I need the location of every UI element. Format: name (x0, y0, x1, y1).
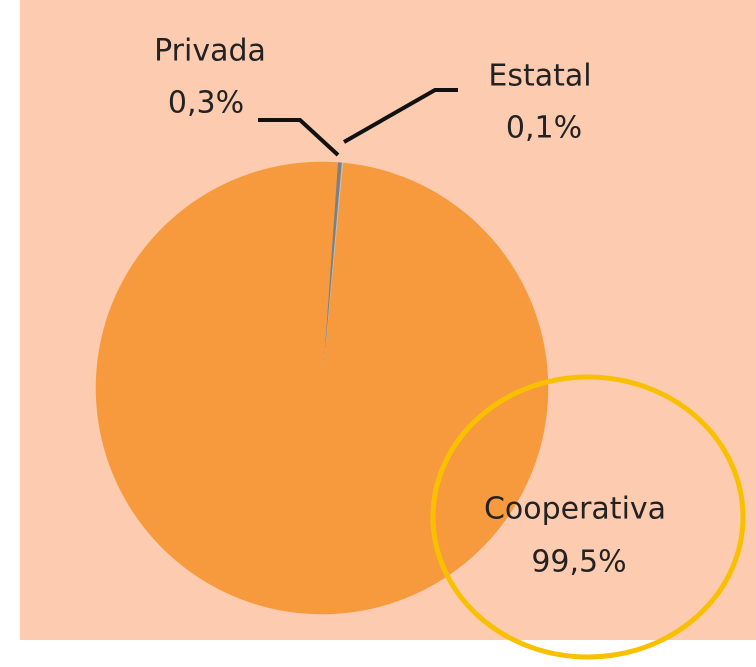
leader-line (258, 118, 340, 157)
leader-line (343, 88, 458, 144)
value-label: 0,3% (168, 86, 244, 121)
category-label: Privada (154, 34, 266, 69)
category-label: Estatal (488, 59, 591, 94)
pie (95, 161, 549, 615)
pie-slice (95, 161, 549, 615)
highlight-circle (430, 374, 746, 660)
labels: Privada 0,3% Estatal 0,1% Cooperativa 99,5% (154, 34, 666, 580)
value-label: 99,5% (531, 545, 626, 580)
value-label: 0,1% (506, 111, 582, 146)
category-label: Cooperativa (484, 492, 666, 527)
